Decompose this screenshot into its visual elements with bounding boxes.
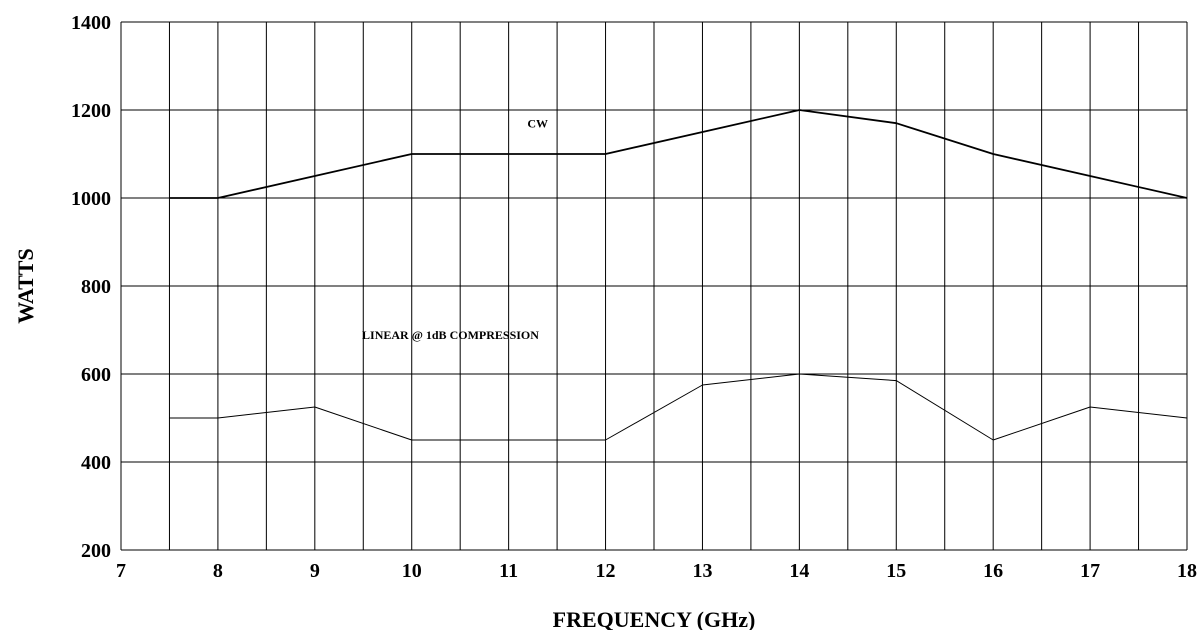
grid	[121, 22, 1187, 550]
x-axis-title: FREQUENCY (GHz)	[553, 607, 756, 630]
y-tick-label: 1400	[71, 12, 111, 34]
y-tick-label: 1200	[71, 100, 111, 122]
series-line-cw	[170, 110, 1188, 198]
y-tick-label: 200	[81, 540, 111, 562]
series-label-cw: CW	[527, 117, 548, 131]
y-axis-title: WATTS	[13, 248, 38, 323]
y-tick-label: 600	[81, 364, 111, 386]
x-axis-ticks: 7 8 9 10 11 12 13 14 15 16 17 18	[116, 560, 1197, 582]
x-tick-label: 11	[499, 560, 518, 582]
x-tick-label: 15	[886, 560, 906, 582]
y-axis-ticks: 200 400 600 800 1000 1200 1400	[71, 12, 111, 562]
series-lines	[170, 110, 1188, 440]
x-tick-label: 8	[213, 560, 223, 582]
y-tick-label: 1000	[71, 188, 111, 210]
x-tick-label: 7	[116, 560, 126, 582]
x-tick-label: 18	[1177, 560, 1197, 582]
y-tick-label: 400	[81, 452, 111, 474]
x-tick-label: 13	[692, 560, 712, 582]
x-tick-label: 14	[789, 560, 809, 582]
series-label-linear: LINEAR @ 1dB COMPRESSION	[362, 328, 539, 342]
x-tick-label: 17	[1080, 560, 1100, 582]
x-tick-label: 10	[402, 560, 422, 582]
x-tick-label: 12	[596, 560, 616, 582]
x-tick-label: 9	[310, 560, 320, 582]
series-labels: CW LINEAR @ 1dB COMPRESSION	[362, 117, 548, 342]
series-line-linear	[170, 374, 1188, 440]
y-tick-label: 800	[81, 276, 111, 298]
x-tick-label: 16	[983, 560, 1003, 582]
